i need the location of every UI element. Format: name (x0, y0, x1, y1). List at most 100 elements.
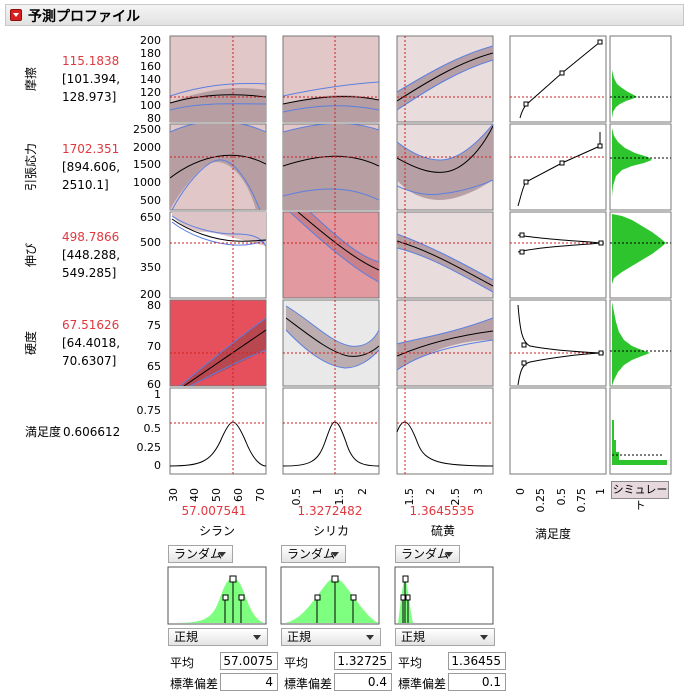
mean-input-sulfur[interactable]: 1.36455 (448, 652, 506, 670)
mean-input-silica[interactable]: 1.32725 (334, 652, 392, 670)
factor-value-sulfur[interactable]: 1.3645535 (410, 504, 475, 518)
profile-cell-friction-silane[interactable] (169, 35, 267, 126)
svg-text:2500: 2500 (133, 123, 161, 136)
svg-text:200: 200 (140, 34, 161, 47)
svg-text:0.25: 0.25 (137, 441, 162, 454)
x-axis-silane: 30 40 50 60 70 (167, 488, 267, 502)
sd-label-silica: 標準偏差 (284, 677, 333, 691)
y-axis-tensile: 2500 2000 1500 1000 500 (133, 123, 161, 207)
desirability-cell-empty (509, 387, 607, 475)
svg-text:200: 200 (140, 288, 161, 301)
svg-text:65: 65 (147, 360, 161, 373)
response-name: 伸び (24, 243, 38, 267)
chevron-down-icon (331, 552, 339, 557)
svg-text:1.5: 1.5 (333, 488, 346, 506)
response-label-tensile: 引張応力 1702.351 [894.606, 2510.1] (24, 142, 120, 192)
svg-text:100: 100 (140, 99, 161, 112)
svg-text:2000: 2000 (133, 141, 161, 154)
desirability-fn-hardness[interactable] (509, 299, 607, 387)
svg-text:0: 0 (154, 459, 161, 472)
histogram-tensile (609, 123, 672, 211)
profile-cell-hardness-sulfur[interactable] (396, 299, 494, 387)
sd-input-silane[interactable]: 4 (220, 673, 278, 691)
dist-type-dropdown-sulfur[interactable]: 正規 (395, 628, 495, 646)
svg-text:2.5: 2.5 (449, 488, 462, 506)
distribution-plot-sulfur[interactable] (394, 566, 494, 625)
desirability-label: 満足度 0.606612 (25, 424, 120, 439)
sd-input-silica[interactable]: 0.4 (334, 673, 392, 691)
histogram-elongation (609, 211, 672, 299)
factor-value-silica[interactable]: 1.3272482 (298, 504, 363, 518)
sd-label-sulfur: 標準偏差 (398, 677, 447, 691)
response-ci-low: [894.606, (62, 160, 120, 174)
dist-type-dropdown-silane[interactable]: 正規 (168, 628, 268, 646)
svg-text:70: 70 (254, 488, 267, 502)
profile-cell-friction-silica[interactable] (282, 35, 380, 126)
profile-cell-elongation-silica[interactable] (282, 211, 380, 299)
svg-text:500: 500 (140, 194, 161, 207)
y-axis-friction: 200 180 160 140 120 100 80 (140, 34, 161, 125)
svg-text:500: 500 (140, 236, 161, 249)
profile-cell-hardness-silica[interactable] (282, 299, 380, 387)
svg-text:0.5: 0.5 (290, 488, 303, 506)
distribution-plot-silica[interactable] (280, 566, 380, 625)
desirability-fn-friction[interactable] (509, 35, 607, 123)
profile-cell-tensile-silica[interactable] (282, 123, 380, 211)
response-ci-low: [101.394, (62, 72, 120, 86)
svg-text:1: 1 (594, 488, 607, 495)
profile-cell-friction-sulfur[interactable] (396, 35, 494, 123)
y-axis-desirability: 1 0.75 0.5 0.25 0 (137, 388, 162, 472)
svg-text:50: 50 (210, 488, 223, 502)
profile-cell-tensile-sulfur[interactable] (396, 123, 494, 211)
svg-text:1000: 1000 (133, 176, 161, 189)
svg-text:1.5: 1.5 (403, 488, 416, 506)
response-value: 67.51626 (62, 318, 119, 332)
response-ci-low: [448.288, (62, 248, 120, 262)
dist-mode-dropdown-silane[interactable]: ランダム (168, 545, 233, 563)
x-axis-desirability: 0 0.25 0.5 0.75 1 (514, 488, 607, 513)
factor-value-silane[interactable]: 57.007541 (182, 504, 247, 518)
desirability-value: 0.606612 (63, 425, 120, 439)
profile-cell-elongation-sulfur[interactable] (396, 211, 494, 299)
svg-text:1: 1 (311, 488, 324, 495)
svg-text:2: 2 (356, 488, 369, 495)
chevron-down-icon (445, 552, 453, 557)
response-ci-high: 128.973] (62, 90, 116, 104)
svg-text:1500: 1500 (133, 158, 161, 171)
response-value: 1702.351 (62, 142, 119, 156)
profile-cell-elongation-silane[interactable] (169, 211, 267, 299)
dist-mode-dropdown-sulfur[interactable]: ランダム (395, 545, 460, 563)
svg-text:0.75: 0.75 (575, 488, 588, 513)
desirability-cell-silane[interactable] (169, 387, 267, 475)
mean-label-silane: 平均 (170, 656, 195, 670)
dist-type-dropdown-silica[interactable]: 正規 (281, 628, 381, 646)
response-label-elongation: 伸び 498.7866 [448.288, 549.285] (24, 230, 120, 280)
profile-cell-tensile-silane[interactable] (169, 122, 267, 211)
svg-text:0: 0 (514, 488, 527, 495)
svg-text:3: 3 (472, 488, 485, 495)
profile-cell-hardness-silane[interactable] (169, 299, 267, 387)
svg-text:0.75: 0.75 (137, 404, 162, 417)
x-axis-silica: 0.5 1 1.5 2 (290, 488, 369, 506)
histogram-desirability (609, 387, 672, 475)
simulate-button[interactable]: シミュレート (611, 481, 669, 512)
svg-text:60: 60 (232, 488, 245, 502)
svg-text:120: 120 (140, 86, 161, 99)
desirability-cell-silica[interactable] (282, 387, 380, 475)
disclosure-triangle-icon[interactable] (10, 9, 22, 21)
sd-input-sulfur[interactable]: 0.1 (448, 673, 506, 691)
svg-text:70: 70 (147, 340, 161, 353)
mean-input-silane[interactable]: 57.0075 (220, 652, 278, 670)
desirability-cell-sulfur[interactable] (396, 387, 494, 475)
dist-mode-dropdown-silica[interactable]: ランダム (281, 545, 346, 563)
desirability-fn-elongation[interactable] (509, 211, 607, 299)
desirability-fn-tensile[interactable] (509, 123, 607, 211)
distribution-plot-silane[interactable] (167, 566, 267, 625)
histogram-friction (609, 35, 672, 123)
factor-name-silane: シラン (199, 524, 235, 538)
response-name: 摩擦 (23, 67, 38, 91)
response-label-hardness: 硬度 67.51626 [64.4018, 70.6307] (23, 318, 120, 368)
chevron-down-icon (253, 635, 261, 640)
y-axis-elongation: 650 500 350 200 (140, 211, 161, 301)
